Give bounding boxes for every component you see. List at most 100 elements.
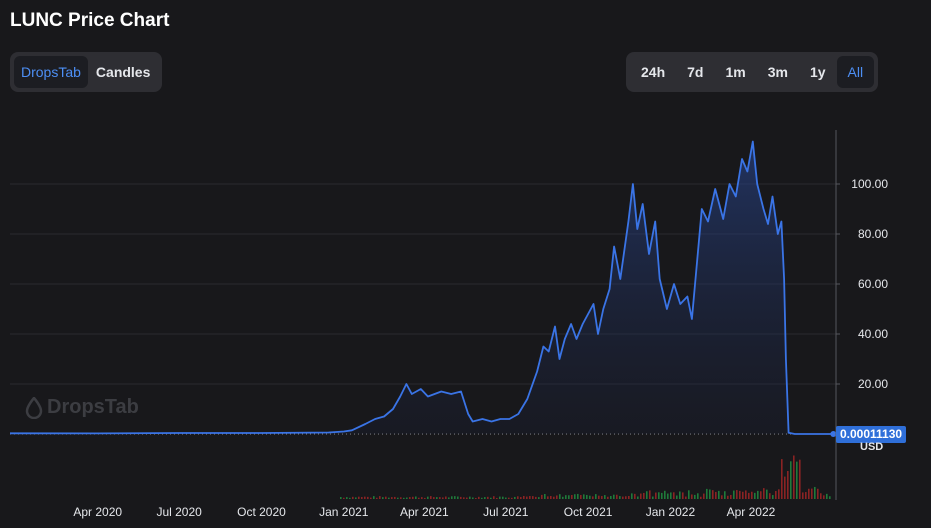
price-area-fill	[10, 141, 834, 434]
volume-bar	[742, 491, 744, 499]
volume-bar	[478, 496, 480, 499]
volume-bar	[670, 492, 672, 499]
volume-bar	[739, 490, 741, 499]
volume-bar	[823, 495, 825, 499]
volume-bar	[442, 497, 444, 499]
volume-bar	[619, 496, 621, 499]
volume-bar	[724, 491, 726, 499]
volume-bar	[787, 470, 789, 499]
volume-bar	[502, 496, 504, 499]
volume-bar	[358, 496, 360, 499]
volume-bar	[793, 455, 795, 499]
volume-bar	[679, 491, 681, 499]
volume-bar	[496, 497, 498, 499]
volume-bar	[577, 493, 579, 499]
tab-dropstab[interactable]: DropsTab	[14, 56, 88, 88]
volume-bar	[352, 496, 354, 499]
volume-bar	[559, 494, 561, 499]
volume-bar	[634, 493, 636, 499]
volume-bar	[445, 496, 447, 499]
volume-bar	[583, 494, 585, 499]
volume-bar	[574, 494, 576, 499]
volume-bar	[826, 493, 828, 499]
volume-bar	[517, 496, 519, 499]
volume-bar	[691, 494, 693, 499]
volume-bar	[439, 497, 441, 499]
volume-bar	[628, 495, 630, 499]
watermark-text: DropsTab	[47, 396, 139, 418]
x-tick-label: Jan 2021	[319, 505, 369, 519]
volume-bar	[571, 494, 573, 499]
volume-bar	[718, 490, 720, 499]
volume-bar	[361, 497, 363, 499]
volume-bar	[688, 490, 690, 499]
volume-bar	[400, 497, 402, 499]
volume-bar	[766, 489, 768, 499]
y-tick-label: 80.00	[858, 227, 888, 241]
range-7d[interactable]: 7d	[687, 64, 704, 80]
volume-bar	[784, 476, 786, 499]
volume-bar	[625, 496, 627, 499]
volume-bar	[382, 497, 384, 499]
volume-bar	[760, 491, 762, 499]
volume-bar	[487, 496, 489, 499]
volume-bar	[550, 495, 552, 499]
volume-bar	[652, 496, 654, 499]
volume-bar	[814, 486, 816, 499]
range-all[interactable]: All	[836, 56, 875, 88]
volume-bar	[595, 494, 597, 499]
tab-candles[interactable]: Candles	[95, 64, 151, 80]
volume-bar	[646, 491, 648, 499]
x-tick-label: Apr 2020	[73, 505, 122, 519]
volume-bar	[712, 490, 714, 499]
volume-bar	[463, 497, 465, 499]
range-1m[interactable]: 1m	[725, 64, 746, 80]
x-tick-label: Jul 2021	[483, 505, 529, 519]
volume-bar	[694, 494, 696, 499]
view-toggle: DropsTab Candles	[10, 52, 163, 92]
x-tick-label: Jan 2022	[646, 505, 696, 519]
volume-bar	[535, 496, 537, 499]
volume-bar	[448, 497, 450, 499]
volume-bar	[346, 497, 348, 499]
volume-bar	[565, 495, 567, 499]
volume-bar	[649, 490, 651, 499]
volume-bar	[460, 496, 462, 499]
volume-bar	[415, 496, 417, 499]
volume-bar	[553, 496, 555, 499]
range-3m[interactable]: 3m	[767, 64, 788, 80]
volume-bar	[343, 497, 345, 499]
range-1y[interactable]: 1y	[809, 64, 826, 80]
range-24h[interactable]: 24h	[641, 64, 666, 80]
volume-bar	[616, 494, 618, 499]
volume-bar	[430, 496, 432, 499]
volume-bar	[592, 496, 594, 499]
volume-bar	[379, 496, 381, 499]
volume-bar	[706, 488, 708, 499]
current-price-marker	[830, 430, 837, 437]
volume-bar	[409, 497, 411, 499]
volume-bar	[643, 492, 645, 499]
volume-bar	[556, 495, 558, 499]
volume-bar	[685, 496, 687, 499]
volume-bar	[580, 495, 582, 499]
drop-icon	[25, 396, 43, 419]
volume-bar	[436, 497, 438, 499]
volume-bar	[562, 496, 564, 499]
volume-bar	[778, 489, 780, 499]
volume-bar	[697, 493, 699, 499]
volume-bar	[607, 496, 609, 499]
volume-bar	[538, 497, 540, 499]
volume-bar	[622, 496, 624, 499]
volume-bar	[667, 493, 669, 499]
volume-bar	[796, 461, 798, 499]
volume-bar	[370, 497, 372, 499]
volume-bar	[349, 497, 351, 499]
volume-bar	[376, 497, 378, 499]
volume-bar	[427, 496, 429, 499]
x-axis: Apr 2020 Jul 2020 Oct 2020 Jan 2021 Apr 2021…	[73, 505, 775, 519]
volume-bar	[700, 496, 702, 499]
volume-bar	[499, 496, 501, 499]
volume-bar	[547, 496, 549, 499]
